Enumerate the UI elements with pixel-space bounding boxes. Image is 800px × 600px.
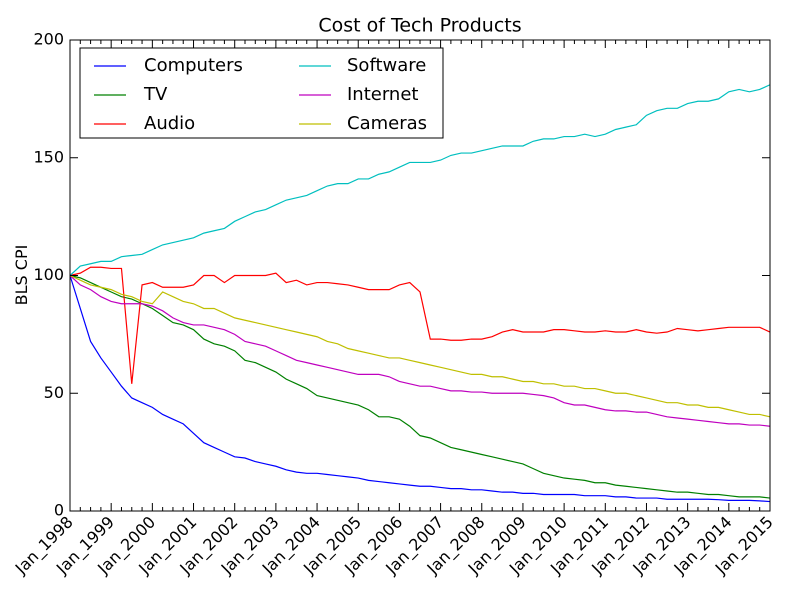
series-line (69, 266, 771, 384)
y-tick-label: 200 (33, 30, 64, 49)
series-line (69, 274, 771, 499)
series-line (69, 275, 771, 427)
legend-label: Internet (347, 84, 418, 105)
series-line (69, 84, 771, 276)
legend: Computers TV Audio Software Internet Cameras (79, 47, 444, 139)
legend-label: Cameras (347, 113, 427, 134)
legend-label: Software (347, 55, 426, 76)
y-tick-label: 100 (33, 265, 64, 284)
legend-label: TV (143, 84, 168, 105)
series-line (69, 274, 771, 418)
y-tick-label: 150 (33, 147, 64, 166)
y-tick-label: 50 (44, 383, 64, 402)
legend-label: Computers (144, 55, 243, 76)
legend-label: Audio (144, 113, 195, 134)
plot-area (69, 84, 771, 503)
series-line (69, 275, 771, 503)
legend-frame (79, 47, 444, 139)
y-axis-label: BLS CPI (12, 245, 31, 306)
y-tick-label: 0 (54, 501, 64, 520)
chart-title: Cost of Tech Products (318, 15, 521, 37)
